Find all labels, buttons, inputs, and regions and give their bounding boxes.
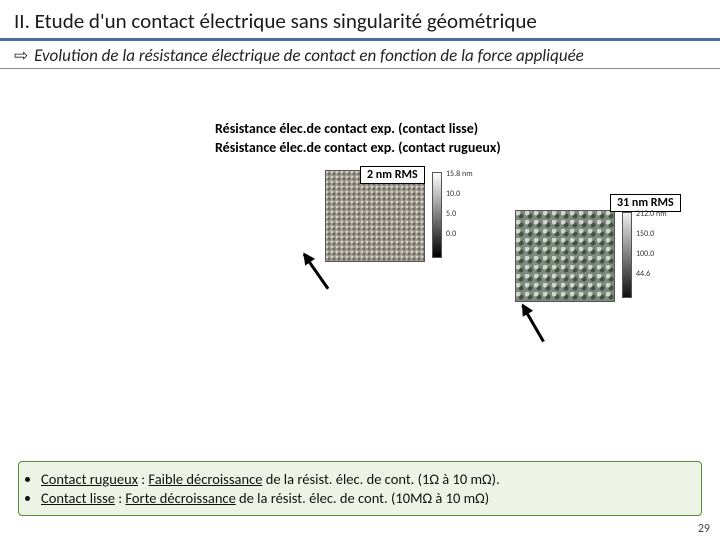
tick: 0.0: [446, 230, 488, 238]
colorbar-small: [432, 172, 442, 258]
tick: 44.6: [636, 270, 678, 278]
colorbar-ticks-big: 212.0 nm 150.0 100.0 44.6: [636, 210, 678, 290]
arrow-icon: [521, 305, 545, 343]
texture-icon: [516, 211, 614, 301]
rest: de la résist. élec. de cont. (1Ω à 10 mΩ…: [262, 470, 499, 488]
afm-image-big: [515, 210, 615, 302]
subtitle-text: Evolution de la résistance électrique de…: [34, 45, 584, 66]
legend-row-lisse: Résistance élec.de contact exp. (contact…: [215, 120, 501, 139]
legend-row-rugueux: Résistance élec.de contact exp. (contact…: [215, 139, 501, 158]
summary-box: Contact rugueux : Faible décroissance de…: [18, 461, 702, 516]
colorbar-ticks-small: 15.8 nm 10.0 5.0 0.0: [446, 170, 488, 250]
texture-icon: [326, 171, 424, 261]
sep: :: [138, 470, 148, 488]
summary-item-rugueux: Contact rugueux : Faible décroissance de…: [41, 470, 691, 488]
subtitle: ⇨ Evolution de la résistance électrique …: [0, 41, 720, 69]
tick: 15.8 nm: [446, 170, 488, 178]
chart-legend: Résistance élec.de contact exp. (contact…: [215, 120, 501, 158]
emph: Forte décroissance: [125, 489, 235, 507]
figure-area: 2 nm RMS 15.8 nm 10.0 5.0 0.0 31 nm RMS …: [300, 170, 700, 370]
tick: 100.0: [636, 250, 678, 258]
label: Contact lisse: [41, 489, 115, 507]
rest: de la résist. élec. de cont. (10MΩ à 10 …: [236, 489, 489, 507]
sep: :: [115, 489, 125, 507]
tick: 5.0: [446, 210, 488, 218]
colorbar-big: [622, 212, 632, 298]
tick: 10.0: [446, 190, 488, 198]
rms-label-small: 2 nm RMS: [360, 166, 425, 184]
tick: 150.0: [636, 230, 678, 238]
arrow-right-icon: ⇨: [14, 45, 28, 66]
label: Contact rugueux: [41, 470, 138, 488]
section-title: II. Etude d'un contact électrique sans s…: [0, 0, 720, 41]
emph: Faible décroissance: [148, 470, 262, 488]
summary-item-lisse: Contact lisse : Forte décroissance de la…: [41, 489, 691, 507]
tick: 212.0 nm: [636, 210, 678, 218]
page-number: 29: [698, 522, 710, 536]
